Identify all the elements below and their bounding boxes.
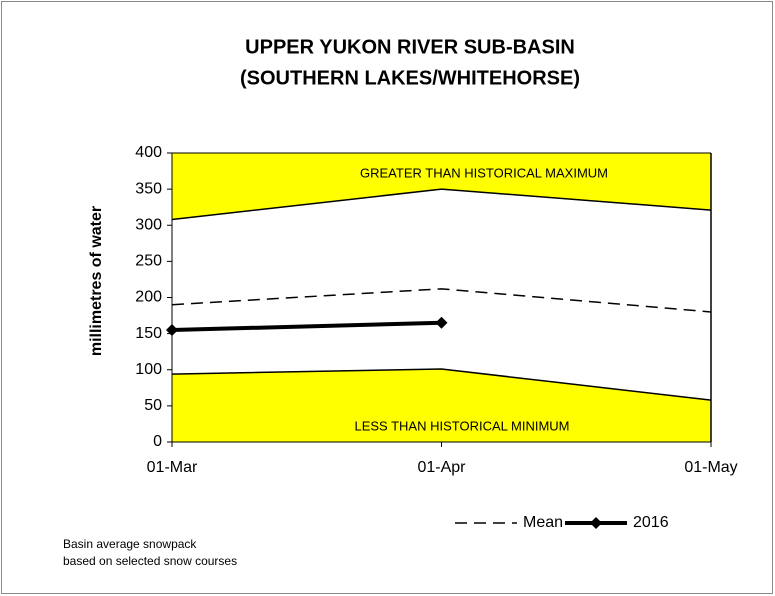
series-line (171, 288, 712, 313)
series-line (171, 320, 442, 333)
y-tick-label: 0 (153, 433, 162, 450)
legend-label: Mean (523, 514, 563, 531)
series-marker (435, 316, 448, 329)
legend-marker (590, 517, 602, 529)
note: Basin average snowpack (63, 537, 197, 551)
band-fill (172, 153, 711, 220)
band-fill (172, 369, 711, 442)
y-tick-label: 200 (135, 289, 162, 306)
chart-title: (SOUTHERN LAKES/WHITEHORSE) (240, 67, 580, 89)
y-tick-label: 250 (135, 253, 162, 270)
y-tick-label: 300 (135, 216, 162, 233)
legend-label: 2016 (633, 514, 669, 531)
x-tick-label: 01-Apr (417, 459, 466, 476)
note: based on selected snow courses (63, 554, 237, 568)
series-marker (166, 324, 178, 337)
chart-title: UPPER YUKON RIVER SUB-BASIN (245, 36, 575, 58)
y-tick-label: 350 (135, 180, 162, 197)
y-axis-label: millimetres of water (88, 206, 105, 356)
y-tick-label: 400 (135, 144, 162, 161)
x-tick-label: 01-Mar (147, 459, 198, 476)
series-line (171, 368, 712, 401)
y-tick-label: 100 (135, 361, 162, 378)
annotation: LESS THAN HISTORICAL MINIMUM (354, 418, 569, 433)
series-line (171, 188, 712, 221)
x-tick-label: 01-May (684, 459, 737, 476)
y-tick-label: 150 (135, 325, 162, 342)
annotation: GREATER THAN HISTORICAL MAXIMUM (360, 165, 608, 180)
y-tick-label: 50 (144, 397, 162, 414)
